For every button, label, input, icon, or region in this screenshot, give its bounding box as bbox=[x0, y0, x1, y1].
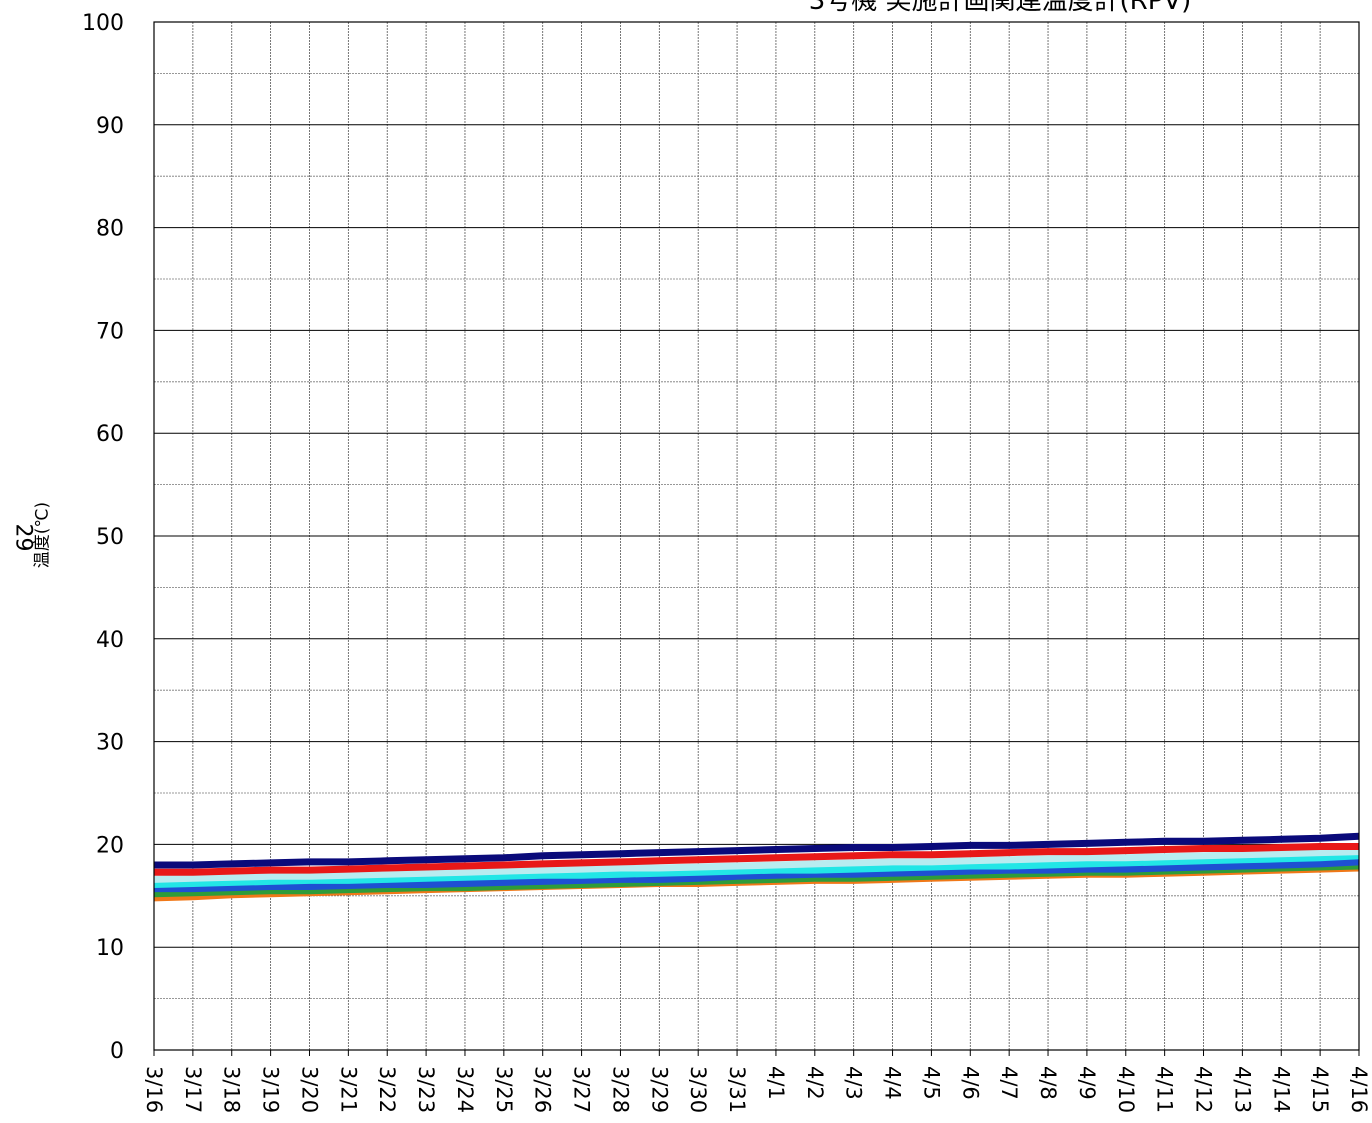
x-tick-label: 4/3 bbox=[842, 1066, 866, 1100]
x-tick-label: 3/24 bbox=[453, 1066, 477, 1113]
x-tick-label: 3/19 bbox=[259, 1066, 283, 1113]
x-tick-label: 4/11 bbox=[1153, 1066, 1177, 1113]
series-line-1 bbox=[154, 832, 1360, 869]
x-tick-label: 3/16 bbox=[142, 1066, 166, 1113]
x-tick-label: 4/14 bbox=[1269, 1066, 1293, 1113]
x-tick-label: 3/28 bbox=[608, 1066, 632, 1113]
x-tick-label: 3/20 bbox=[297, 1066, 321, 1113]
series-line-4 bbox=[153, 852, 1360, 888]
x-tick-label: 3/21 bbox=[336, 1066, 360, 1113]
x-tick-label: 4/9 bbox=[1075, 1066, 1099, 1100]
y-tick-label: 50 bbox=[96, 525, 124, 550]
y-tick-label: 10 bbox=[96, 936, 124, 961]
x-tick-label: 4/16 bbox=[1347, 1066, 1371, 1113]
chart-title: 3号機 実施計画関連温度計(RPV) bbox=[808, 0, 1192, 16]
y-tick-label: 60 bbox=[96, 422, 124, 447]
y-tick-label: 100 bbox=[82, 11, 124, 36]
y-tick-label: 70 bbox=[96, 319, 124, 344]
x-axis-ticks: 3/16 3/17 3/18 3/19 3/20 3/21 3/22 3/23 3/24 3/25… bbox=[142, 1050, 1371, 1113]
x-tick-label: 4/13 bbox=[1230, 1066, 1254, 1113]
y-tick-label: 80 bbox=[96, 217, 124, 242]
series-line-5 bbox=[154, 858, 1360, 893]
x-tick-label: 3/23 bbox=[414, 1066, 438, 1113]
y-axis-ticks: 0 10 20 30 40 50 60 70 80 90 100 bbox=[82, 11, 124, 1064]
x-tick-label: 3/26 bbox=[531, 1066, 555, 1113]
x-tick-label: 4/7 bbox=[997, 1066, 1021, 1100]
plot-frame bbox=[153, 21, 1360, 1051]
x-tick-label: 4/10 bbox=[1114, 1066, 1138, 1113]
x-tick-label: 4/2 bbox=[803, 1066, 827, 1100]
series-line-3 bbox=[153, 848, 1360, 883]
y-tick-label: 40 bbox=[96, 628, 124, 653]
y-tick-label: 30 bbox=[96, 731, 124, 756]
x-tick-label: 4/12 bbox=[1192, 1066, 1216, 1113]
x-tick-label: 3/31 bbox=[725, 1066, 749, 1113]
x-tick-label: 4/6 bbox=[958, 1066, 982, 1100]
series-group bbox=[153, 832, 1360, 902]
x-tick-label: 4/4 bbox=[881, 1066, 905, 1100]
x-tick-label: 4/1 bbox=[764, 1066, 788, 1100]
x-tick-label: 3/17 bbox=[181, 1066, 205, 1113]
x-tick-label: 3/18 bbox=[220, 1066, 244, 1113]
y-tick-label: 20 bbox=[96, 833, 124, 858]
y-tick-label: 0 bbox=[110, 1039, 124, 1064]
y-tick-label: 90 bbox=[96, 114, 124, 139]
x-tick-label: 4/5 bbox=[919, 1066, 943, 1100]
x-tick-label: 3/22 bbox=[375, 1066, 399, 1113]
x-tick-label: 3/30 bbox=[686, 1066, 710, 1113]
x-tick-label: 3/29 bbox=[647, 1066, 671, 1113]
series-line-2 bbox=[154, 843, 1359, 876]
x-tick-label: 3/25 bbox=[492, 1066, 516, 1113]
x-tick-label: 3/27 bbox=[570, 1066, 594, 1113]
x-tick-label: 4/15 bbox=[1308, 1066, 1332, 1113]
x-tick-label: 4/8 bbox=[1036, 1066, 1060, 1100]
